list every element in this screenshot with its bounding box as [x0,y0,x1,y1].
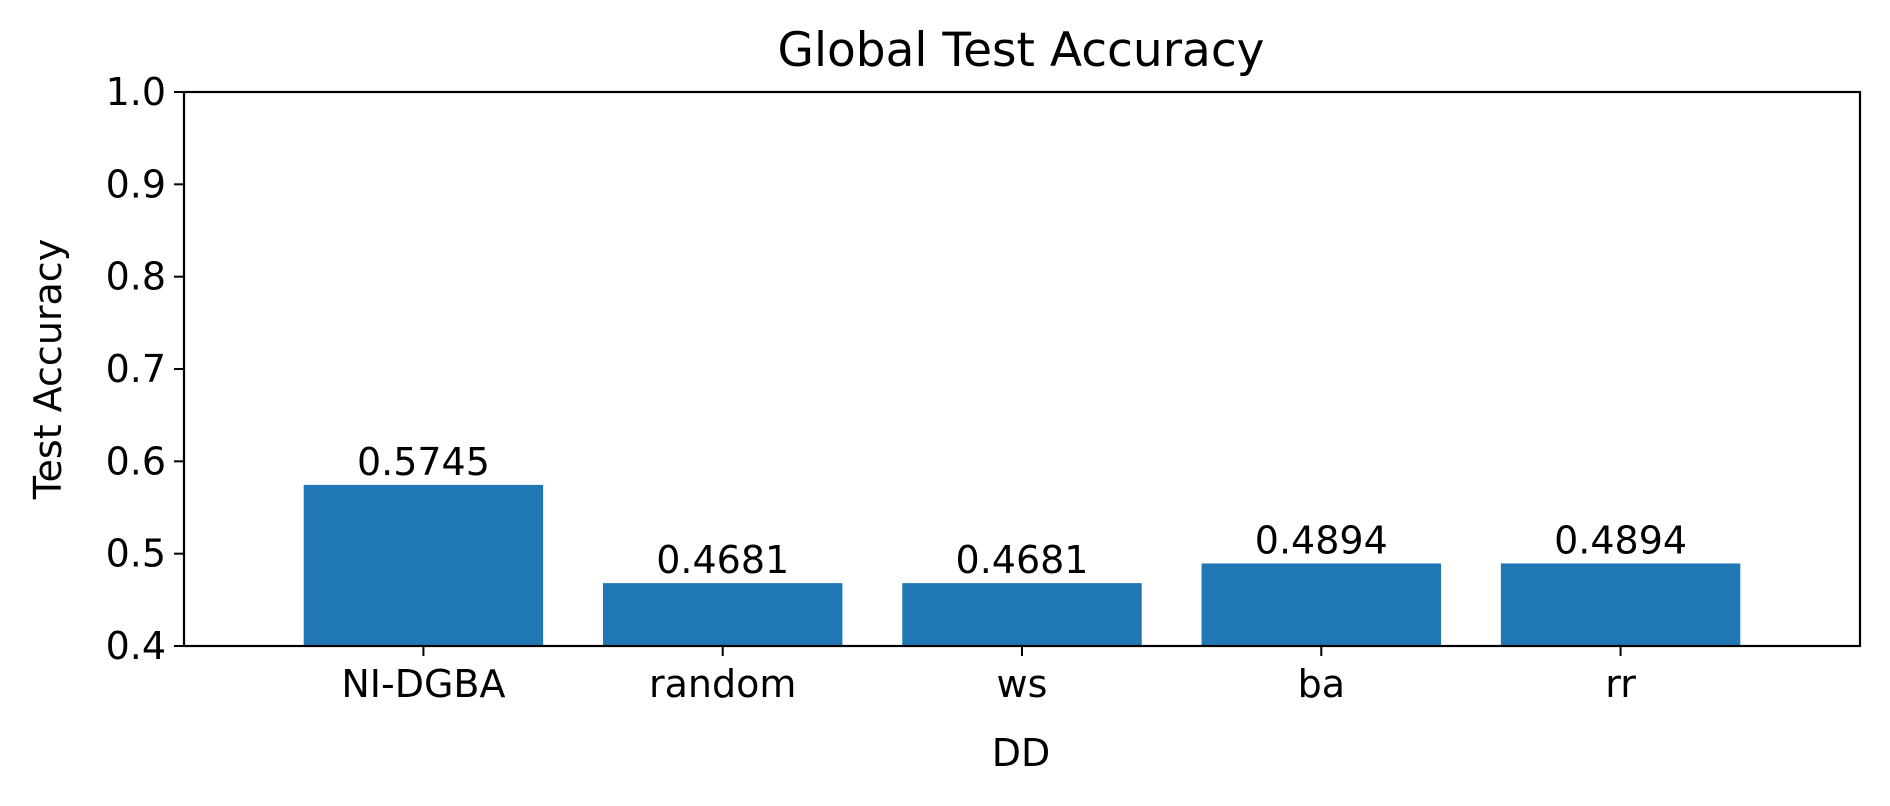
data-labels-group: 0.5745 0.4681 0.4681 0.4894 0.4894 [357,440,1687,582]
x-tick-label-2: ws [997,662,1048,706]
x-tick-label-1: random [649,662,796,706]
bar-value-label-0: 0.5745 [357,440,490,484]
bar-value-label-1: 0.4681 [656,538,789,582]
x-tick-label-3: ba [1298,662,1345,706]
x-ticks-group: NI-DGBA random ws ba rr [341,646,1636,706]
y-tick-label-0: 0.4 [106,624,166,668]
bar-3 [1201,563,1441,646]
y-tick-label-2: 0.6 [106,439,166,483]
x-tick-label-0: NI-DGBA [341,662,505,706]
x-axis-label: DD [992,731,1051,775]
y-tick-label-4: 0.8 [106,255,166,299]
y-ticks-group: 0.4 0.5 0.6 0.7 0.8 0.9 1.0 [106,70,184,668]
bar-value-label-4: 0.4894 [1554,518,1687,562]
y-tick-label-1: 0.5 [106,532,166,576]
y-tick-label-3: 0.7 [106,347,166,391]
bars-group [303,484,1741,646]
y-axis-label: Test Accuracy [26,239,70,500]
y-tick-label-5: 0.9 [106,162,166,206]
bar-2 [902,583,1142,646]
bar-4 [1500,563,1741,646]
plot-frame [182,90,1862,648]
bar-1 [603,583,843,646]
y-tick-label-6: 1.0 [106,70,166,114]
bar-0 [303,484,544,646]
bar-value-label-3: 0.4894 [1255,518,1388,562]
bar-value-label-2: 0.4681 [956,538,1089,582]
chart-title: Global Test Accuracy [778,23,1265,78]
x-tick-label-4: rr [1605,662,1636,706]
